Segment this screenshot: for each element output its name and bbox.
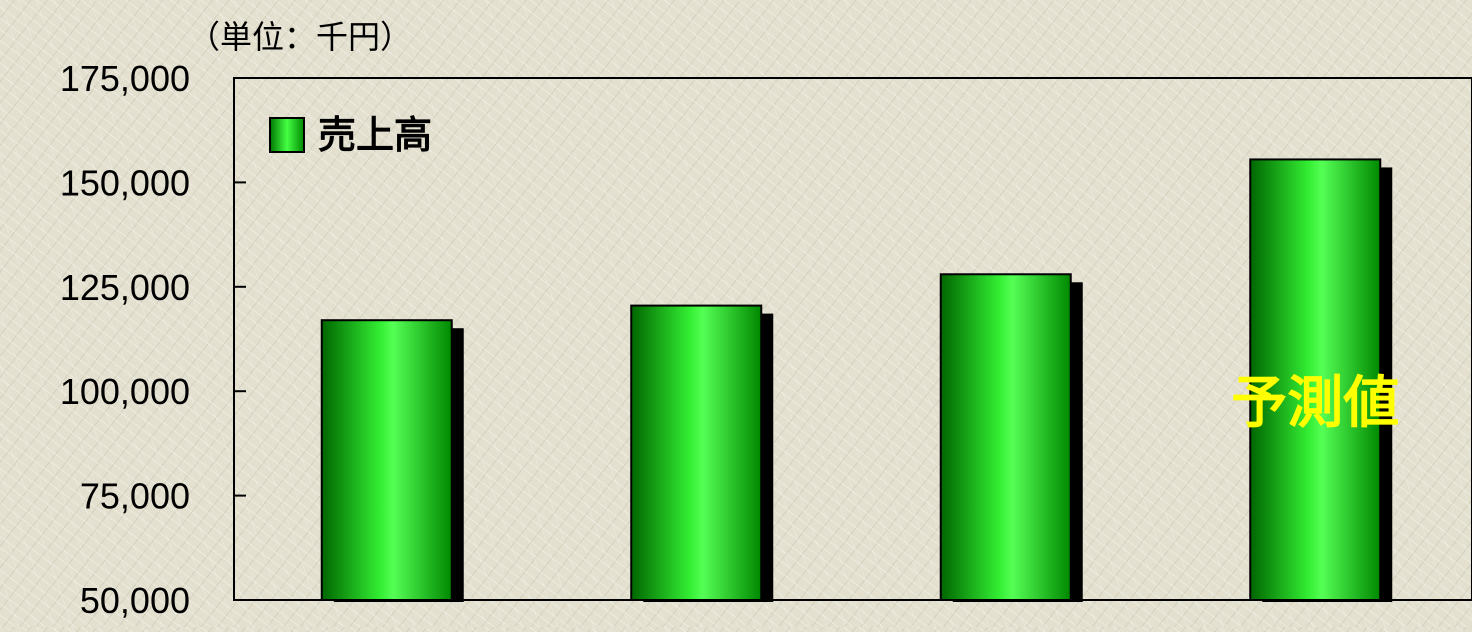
- y-tick-label: 50,000: [80, 580, 190, 621]
- bars: [320, 158, 1393, 602]
- y-tick-label: 125,000: [60, 267, 190, 308]
- legend: 売上高: [269, 115, 432, 157]
- y-tick-label: 75,000: [80, 476, 190, 517]
- bar: [630, 304, 763, 601]
- y-tick-label: 100,000: [60, 371, 190, 412]
- legend-swatch: [269, 117, 305, 153]
- y-tick-label: 175,000: [60, 58, 190, 99]
- plot-frame: [233, 77, 1472, 601]
- y-axis: 175,000 150,000 125,000 100,000 75,000 50,000: [60, 58, 246, 621]
- legend-label: 売上高: [318, 115, 432, 157]
- y-tick-label: 150,000: [60, 162, 190, 203]
- unit-label: （単位：千円）: [188, 19, 412, 55]
- bar: [1249, 158, 1382, 601]
- forecast-annotation: 予測値: [1231, 371, 1399, 434]
- bar: [939, 273, 1072, 601]
- bar: [320, 319, 453, 601]
